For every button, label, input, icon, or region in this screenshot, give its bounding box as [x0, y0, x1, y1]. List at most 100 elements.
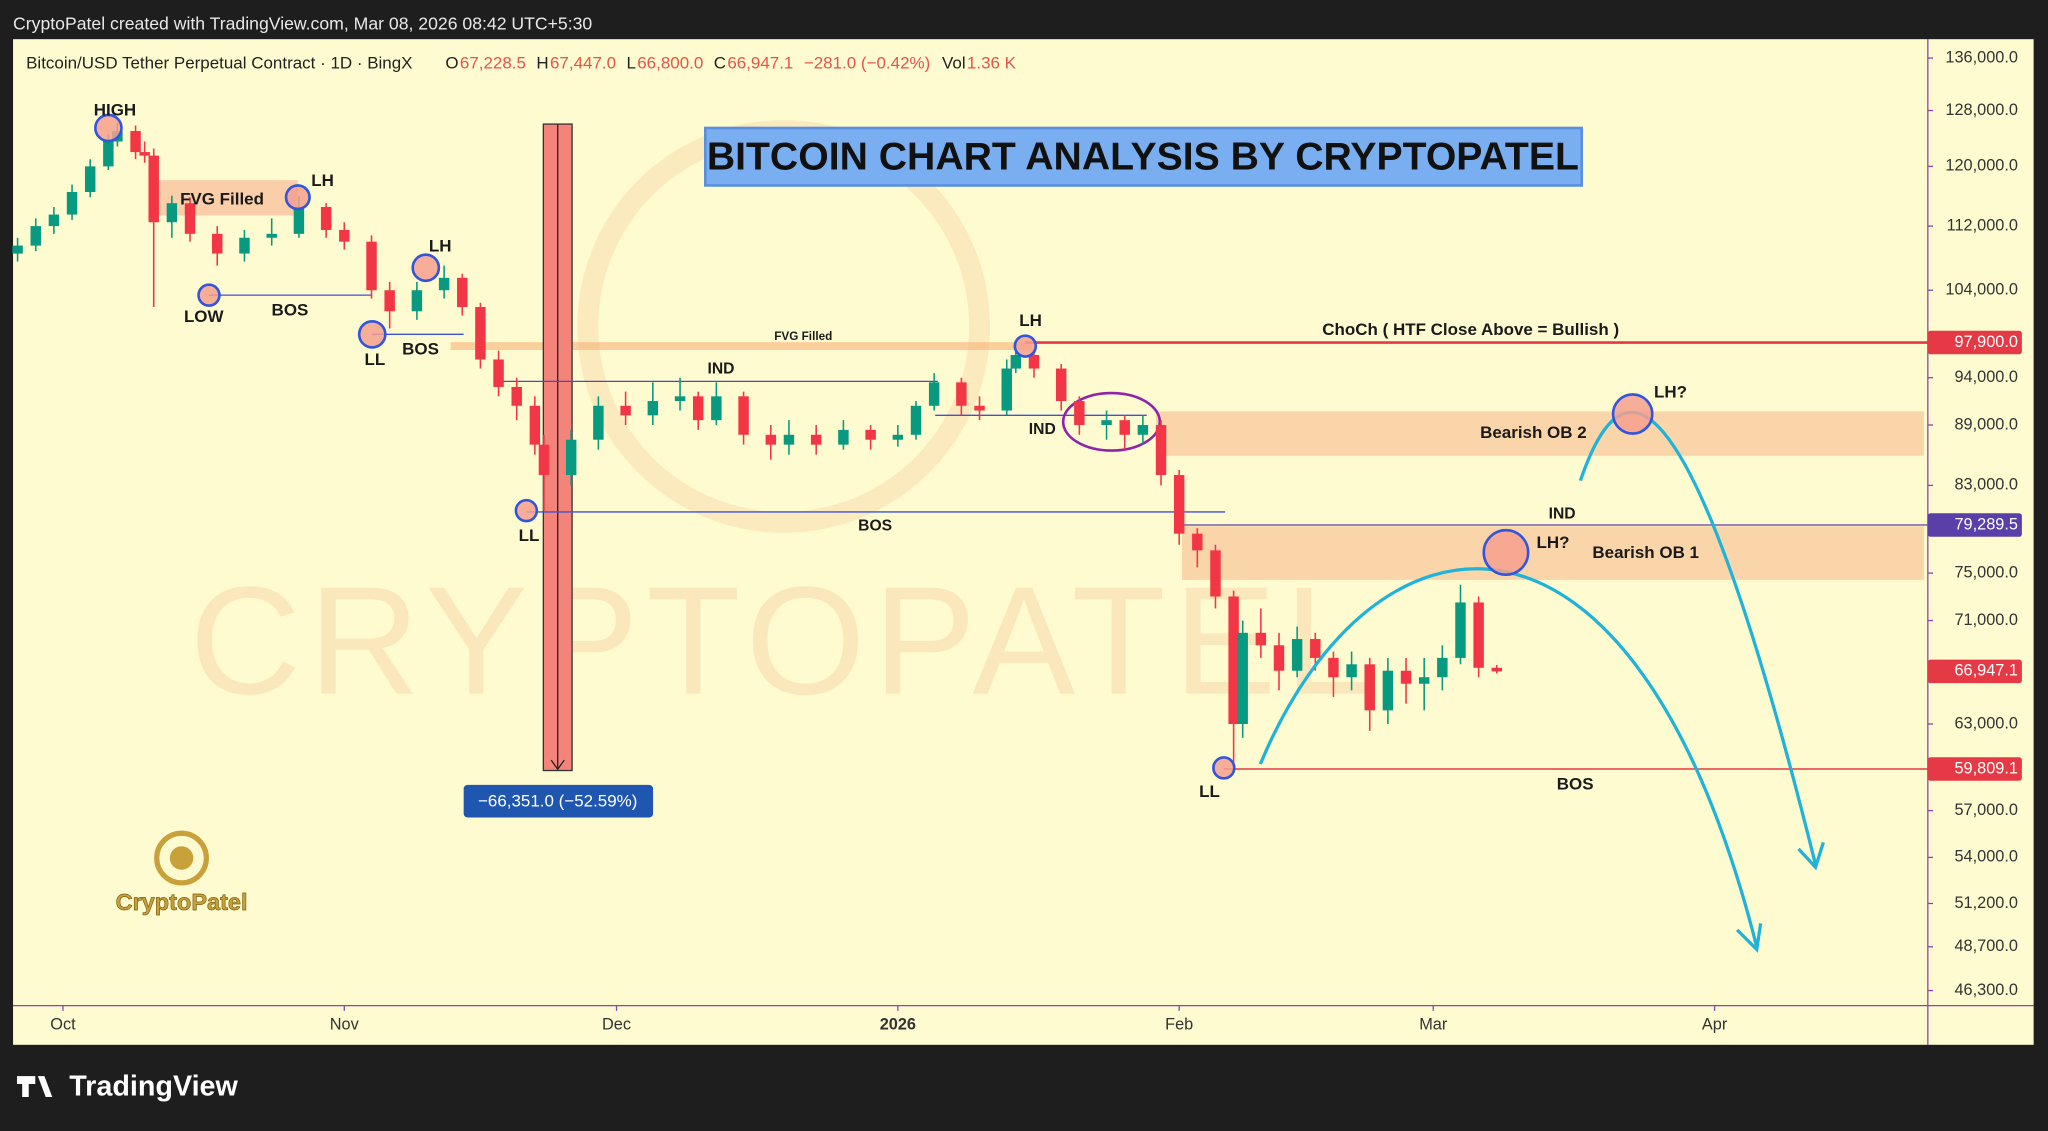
- candle-body: [892, 434, 904, 440]
- watermark-group: CRYPTOPATEL: [190, 120, 1370, 727]
- logo-core: [169, 846, 194, 870]
- logo-ring: [154, 830, 209, 886]
- annotation: FVG Filled: [180, 189, 264, 208]
- candle-body: [1310, 639, 1321, 658]
- candle-body: [493, 359, 504, 387]
- candle-body: [411, 290, 423, 312]
- candle-body: [384, 290, 395, 312]
- price-tag-label: 97,900.0: [1954, 333, 2018, 351]
- y-tick-label: 89,000.0: [1954, 415, 2018, 433]
- annotation: BOS: [272, 300, 309, 319]
- candle-body: [366, 241, 377, 291]
- annotation: LH?: [1536, 533, 1569, 552]
- x-tick-label: Feb: [1165, 1016, 1193, 1034]
- pivot-marker: [94, 113, 123, 143]
- candle-body: [810, 434, 822, 445]
- candle-body: [1137, 425, 1149, 435]
- y-tick-label: 75,000.0: [1954, 563, 2018, 581]
- pivot-marker: [514, 498, 539, 523]
- candle-body: [1491, 667, 1503, 672]
- annotation: FVG Filled: [774, 330, 832, 343]
- annotation: ChoCh ( HTF Close Above = Bullish ): [1322, 320, 1619, 339]
- candle-body: [1291, 639, 1303, 671]
- candle-body: [1364, 664, 1375, 711]
- candle-body: [1237, 632, 1248, 725]
- y-tick-label: 120,000.0: [1945, 157, 2018, 175]
- candle-body: [130, 131, 141, 153]
- bearish-ob-1: [1182, 526, 1924, 580]
- candle-body: [1382, 670, 1394, 711]
- candle-body: [48, 214, 60, 227]
- logo-text: CryptoPatel: [116, 889, 248, 915]
- candle-body: [12, 245, 23, 254]
- volume-key: Vol: [942, 53, 966, 72]
- title-bg: [704, 126, 1584, 187]
- fvg-band: [450, 342, 1032, 351]
- y-tick-label: 54,000.0: [1954, 848, 2018, 866]
- candle-body: [620, 405, 631, 416]
- footer-text: TradingView: [69, 1070, 238, 1102]
- pivot-marker: [1013, 334, 1038, 358]
- y-tick-label: 46,300.0: [1954, 981, 2018, 999]
- candle-body: [84, 166, 96, 192]
- pivots: [94, 113, 1654, 780]
- axes: 136,000.0 128,000.0 120,000.0 112,000.0 104,…: [13, 39, 2034, 1045]
- measure-label: −66,351.0 (−52.59%): [478, 791, 637, 810]
- attribution: CryptoPatel created with TradingView.com…: [13, 13, 592, 33]
- candle-body: [1028, 354, 1040, 369]
- x-tick-label: 2026: [880, 1016, 916, 1034]
- price-tag-label: 79,289.5: [1954, 515, 2018, 533]
- candle-body: [30, 226, 41, 246]
- annotation: HIGH: [94, 100, 136, 119]
- pivot-marker: [1482, 528, 1530, 576]
- annotation: BOS: [1557, 774, 1594, 793]
- change: −281.0 (−0.42%): [804, 53, 930, 72]
- logo: CryptoPatel: [115, 830, 248, 915]
- highlight-ellipse: [1061, 391, 1162, 452]
- candle-body: [139, 152, 150, 156]
- x-tick-label: Nov: [330, 1016, 360, 1034]
- labels: HIGH LH FVG Filled LOW BOS LH LL BOS FVG Filled I…: [94, 100, 1699, 801]
- candle-body: [838, 429, 849, 445]
- candle-body: [511, 386, 522, 406]
- candle-body: [320, 206, 332, 230]
- annotation: IND: [1029, 421, 1056, 438]
- x-tick-label: Oct: [50, 1016, 76, 1034]
- ohlc-value: 67,447.0: [550, 53, 616, 72]
- candle-body: [166, 203, 178, 223]
- candle-body: [1273, 645, 1285, 671]
- candle-body: [293, 206, 305, 234]
- candle-body: [266, 233, 277, 238]
- candle-body: [1192, 533, 1203, 551]
- candle-body: [538, 444, 550, 476]
- candle-body: [457, 277, 468, 308]
- annotation: LL: [1199, 782, 1220, 801]
- candle-body: [239, 237, 250, 254]
- candle-body: [1418, 677, 1430, 684]
- candle-body: [1455, 602, 1466, 658]
- ohlc-key: O: [445, 53, 458, 72]
- candle-body: [928, 382, 940, 406]
- candle-body: [529, 405, 541, 445]
- candle-body: [711, 396, 722, 421]
- x-tick-label: Mar: [1419, 1016, 1448, 1034]
- annotation: LL: [519, 526, 540, 545]
- chart-title: BITCOIN CHART ANALYSIS BY CRYPTOPATEL: [707, 136, 1579, 179]
- candle-body: [1228, 596, 1239, 725]
- ohlc-value: 66,800.0: [637, 53, 703, 72]
- candle-body: [738, 396, 749, 435]
- candle-body: [339, 229, 350, 242]
- y-tick-label: 94,000.0: [1954, 368, 2018, 386]
- pivot-marker: [1212, 756, 1236, 780]
- price-tag: [1927, 659, 2022, 684]
- candle-body: [475, 307, 486, 360]
- arrowhead: [1797, 841, 1825, 871]
- candle-body: [1437, 657, 1448, 678]
- candle-body: [66, 191, 78, 215]
- candle-body: [647, 401, 659, 416]
- pivot-marker: [197, 283, 221, 307]
- annotation: LL: [364, 350, 385, 369]
- measure-box: [463, 784, 654, 818]
- candle-body: [1055, 368, 1067, 402]
